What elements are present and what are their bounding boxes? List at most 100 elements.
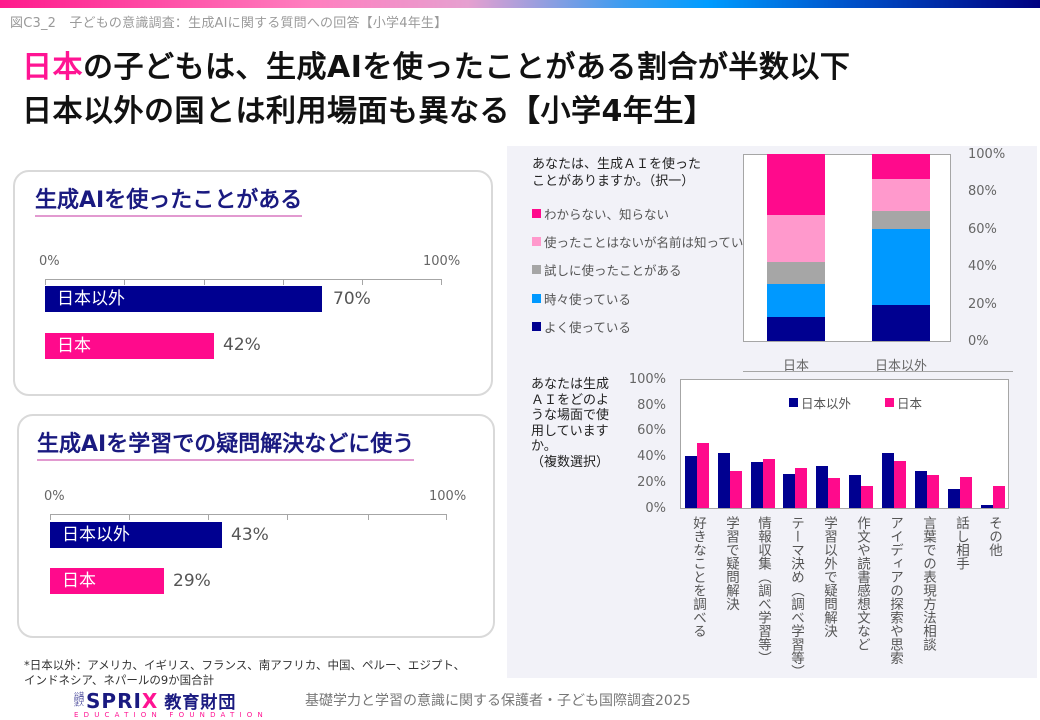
- x-category-label: アイディアの探索や思索: [887, 516, 903, 665]
- bar-japan: [730, 471, 742, 508]
- seg-japan-know-name: [767, 215, 825, 262]
- axis-tick: [287, 514, 288, 520]
- x-category-label: 学習以外で疑問解決: [821, 516, 837, 638]
- footnote-line: インドネシア、ネパールの9か国合計: [24, 673, 215, 687]
- bar-other: [882, 453, 894, 508]
- y-tick-label: 0%: [645, 501, 666, 516]
- bar-japan: [960, 477, 972, 508]
- legend-swatch: [532, 209, 541, 218]
- bar-japan: [993, 486, 1005, 508]
- y-tick-label: 40%: [968, 259, 997, 274]
- question-line: 用していますか。: [531, 423, 609, 455]
- headline-line1: 日本の子どもは、生成AIを使ったことがある割合が半数以下: [22, 46, 850, 90]
- question-line: うな場面で使: [531, 408, 610, 423]
- footnote: *日本以外：アメリカ、イギリス、フランス、南アフリカ、中国、ペルー、エジプト、 …: [24, 658, 465, 688]
- stacked-plot: [743, 154, 951, 342]
- card-learning-use: 生成AIを学習での疑問解決などに使う 0% 100% 日本以外 43% 日本 2…: [17, 414, 495, 638]
- x-category-label: テーマ決め（調べ学習等）: [788, 516, 804, 678]
- bar-japan: [927, 475, 939, 508]
- question-line: （複数選択）: [531, 454, 610, 470]
- bar-other: [816, 466, 828, 508]
- bar-japan: [828, 478, 840, 508]
- bar-japan: [861, 486, 873, 508]
- legend-label: わからない、知らない: [544, 207, 670, 222]
- question-line: あなたは生成: [531, 377, 610, 392]
- bar-other: [751, 462, 763, 508]
- y-tick-label: 80%: [637, 398, 666, 413]
- legend-label: 使ったことはないが名前は知っている: [544, 235, 756, 250]
- bar-japan: 日本: [50, 568, 164, 594]
- axis-tick: [129, 514, 130, 520]
- axis-tick: [446, 514, 447, 520]
- y-tick-label: 60%: [637, 423, 666, 438]
- bar-other: 日本以外: [45, 286, 322, 312]
- axis-line: [45, 279, 442, 280]
- y-tick-label: 40%: [637, 449, 666, 464]
- legend-label: 日本以外: [801, 396, 852, 411]
- logo-name-text: SPRI: [86, 688, 142, 713]
- legend-label: 試しに使ったことがある: [544, 263, 682, 278]
- x-category-label: 話し相手: [953, 516, 969, 570]
- x-category-label: 好きなことを調べる: [690, 516, 706, 638]
- axis-tick: [362, 279, 363, 285]
- legend-label: よく使っている: [544, 320, 631, 335]
- card-title: 生成AIを使ったことがある: [35, 182, 303, 217]
- bar-japan: [697, 443, 709, 508]
- seg-other-sometimes: [872, 229, 930, 305]
- axis-tick: [283, 279, 284, 285]
- x-category-label: その他: [986, 516, 1002, 557]
- headline-line2: 日本以外の国とは利用場面も異なる【小学4年生】: [22, 94, 715, 129]
- y-tick-label: 80%: [968, 184, 997, 199]
- axis-tick: [50, 514, 51, 520]
- bar-other-value: 70%: [333, 289, 371, 309]
- grouped-plot: 日本以外 日本: [680, 379, 1009, 509]
- seg-other-dont-know: [872, 154, 930, 179]
- legend-dont-know: わからない、知らない: [532, 204, 669, 223]
- bar-other: [849, 475, 861, 508]
- axis-min-label: 0%: [39, 254, 60, 269]
- legend-swatch: [532, 322, 541, 331]
- axis-tick: [368, 514, 369, 520]
- x-category-label: 学習で疑問解決: [723, 516, 739, 611]
- x-category-label: 情報収集（調べ学習等）: [755, 516, 771, 665]
- axis-tick: [204, 279, 205, 285]
- card-ever-used: 生成AIを使ったことがある 0% 100% 日本以外 70% 日本 42%: [13, 170, 493, 396]
- grouped-question: あなたは生成 ＡＩをどのよ うな場面で使 用していますか。 （複数選択）: [531, 377, 611, 470]
- seg-japan-tried: [767, 262, 825, 284]
- footer-survey-title: 基礎学力と学習の意識に関する保護者・子ども国際調査2025: [305, 693, 691, 709]
- logo-name: SPRIX: [86, 689, 158, 713]
- y-tick-label: 20%: [968, 297, 997, 312]
- bar-other: [948, 489, 960, 508]
- headline-highlight: 日本: [22, 50, 83, 85]
- y-tick-label: 0%: [968, 334, 989, 349]
- axis-tick: [441, 279, 442, 285]
- top-gradient-bar: [0, 0, 1040, 8]
- divider-line: [743, 371, 1013, 372]
- bar-other: [685, 456, 697, 508]
- legend-label: 時々使っている: [544, 292, 631, 307]
- legend-tried: 試しに使ったことがある: [532, 260, 682, 279]
- legend-know-name: 使ったことはないが名前は知っている: [532, 232, 756, 251]
- bar-japan: [894, 461, 906, 508]
- bar-other: [981, 505, 993, 508]
- legend-swatch: [885, 398, 894, 407]
- seg-other-tried: [872, 211, 930, 229]
- card-title: 生成AIを学習での疑問解決などに使う: [37, 426, 415, 461]
- logo-x-mark: X: [141, 688, 159, 713]
- y-tick-label: 20%: [637, 475, 666, 490]
- logo-small-kanji: 公益財団法人: [74, 692, 85, 708]
- seg-japan-often: [767, 317, 825, 341]
- question-line: ＡＩをどのよ: [531, 392, 610, 408]
- axis-tick: [45, 279, 46, 285]
- x-category-label: 日本以外: [874, 359, 927, 374]
- headline: 日本の子どもは、生成AIを使ったことがある割合が半数以下 日本以外の国とは利用場…: [22, 46, 850, 134]
- axis-min-label: 0%: [44, 489, 65, 504]
- headline-line1-rest: の子どもは、生成AIを使ったことがある割合が半数以下: [83, 50, 851, 85]
- axis-max-label: 100%: [429, 489, 467, 504]
- legend-swatch: [532, 294, 541, 303]
- seg-other-know-name: [872, 179, 930, 211]
- stacked-question: あなたは、生成ＡＩを使った ことがありますか。（択一）: [532, 156, 701, 190]
- legend-swatch: [532, 265, 541, 274]
- bar-japan-value: 29%: [173, 571, 211, 591]
- seg-other-often: [872, 305, 930, 341]
